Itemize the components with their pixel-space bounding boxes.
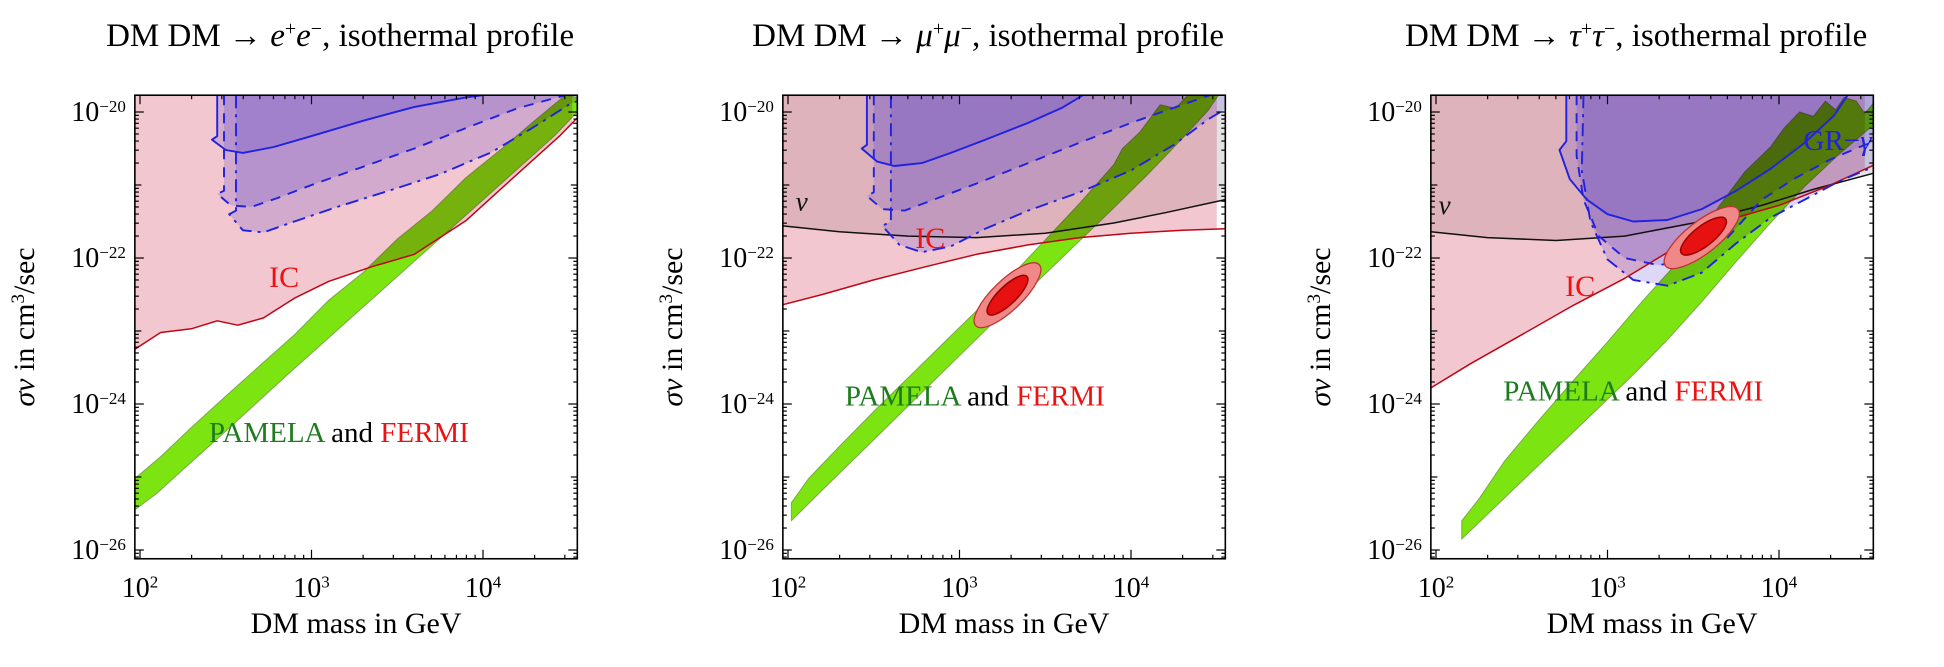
icecube-dashed-line [1575,95,1874,267]
ic-line [134,117,578,350]
nu-label: ν [796,187,808,217]
y-tick-label: 10−22 [719,243,774,274]
icecube-solid-line [211,95,484,154]
y-tick-label: 10−26 [1367,535,1422,566]
plot-frame [782,94,1227,560]
panel-mumu: ν IC PAMELA and FERMI 102 103 104 10−20 10−22 10… [648,0,1296,667]
y-tick-label: 10−26 [719,535,774,566]
icecube-dashdot-line [1580,95,1874,287]
nu-line [782,198,1226,239]
plot-tautau: ν IC GR−γ PAMELA and FERMI 102 103 104 10−20 10−… [1304,18,1875,640]
panel-title: DM DM → μ+μ−, isothermal profile [752,18,1224,54]
y-axis-label: σv in cm3/sec [1304,247,1337,406]
ic-label: IC [269,261,299,294]
plot-area [134,95,578,511]
x-axis-label: DM mass in GeV [1547,607,1758,640]
nu-label: ν [1439,190,1451,220]
icecube-solid-line [860,95,1084,167]
gr-gamma-label: GR−γ [1804,125,1874,157]
icecube-dashdot-line [881,95,1226,254]
x-axis-label: DM mass in GeV [899,607,1110,640]
ic-label: IC [915,222,945,255]
x-tick-label: 103 [293,573,330,604]
panel-title: DM DM → e+e−, isothermal profile [106,18,574,54]
panel-tautau: ν IC GR−γ PAMELA and FERMI 102 103 104 10−20 10−… [1296,0,1944,667]
x-axis-label: DM mass in GeV [251,607,462,640]
plot-ee: IC PAMELA and FERMI 102 103 104 10−20 10−22 10−… [8,18,579,640]
plot-frame [1430,94,1875,560]
x-tick-label: 103 [1589,573,1626,604]
y-tick-label: 10−20 [1367,97,1422,128]
x-tick-label: 104 [1761,573,1798,604]
nu-line [1430,172,1874,242]
y-tick-label: 10−24 [719,389,774,420]
plot-mumu: ν IC PAMELA and FERMI 102 103 104 10−20 10−22 10… [656,18,1227,640]
fit-ellipse-inner [1679,216,1728,256]
icecube-dashdot-fill [229,95,578,233]
x-tick-label: 104 [465,573,502,604]
icecube-dashed-line [865,95,1211,212]
fit-ellipse-inner [986,274,1029,316]
y-tick-label: 10−26 [71,535,126,566]
icecube-dashed-line [216,95,566,208]
icecube-solid-fill [1559,95,1848,222]
y-axis-label: σv in cm3/sec [8,247,41,406]
ic-exclusion-fill [782,95,1217,305]
icecube-dashdot-line [228,95,578,234]
pamela-fermi-label: PAMELA and FERMI [845,381,1105,413]
ic-line [782,228,1226,306]
x-tick-label: 103 [941,573,978,604]
x-tick-label: 104 [1113,573,1150,604]
ic-label: IC [1565,270,1595,303]
icecube-dashed-fill [866,95,1210,211]
ic-exclusion-fill [134,95,573,350]
panel-ee: IC PAMELA and FERMI 102 103 104 10−20 10−22 10−… [0,0,648,667]
y-tick-label: 10−22 [1367,243,1422,274]
plot-area [782,95,1226,523]
y-axis-label: σv in cm3/sec [656,247,689,406]
y-tick-label: 10−24 [1367,389,1422,420]
x-tick-label: 102 [1418,573,1455,604]
y-tick-label: 10−22 [71,243,126,274]
plot-area [1430,95,1874,541]
y-tick-label: 10−20 [719,97,774,128]
x-tick-label: 102 [770,573,807,604]
panel-title: DM DM → τ+τ−, isothermal profile [1405,18,1867,54]
pamela-fermi-label: PAMELA and FERMI [1503,375,1763,407]
icecube-solid-fill [212,95,483,153]
icecube-solid-line [1558,95,1849,223]
plot-frame [134,94,579,560]
pamela-fermi-label: PAMELA and FERMI [209,417,469,449]
icecube-solid-fill [861,95,1083,166]
x-tick-label: 102 [122,573,159,604]
y-tick-label: 10−24 [71,389,126,420]
y-tick-label: 10−20 [71,97,126,128]
